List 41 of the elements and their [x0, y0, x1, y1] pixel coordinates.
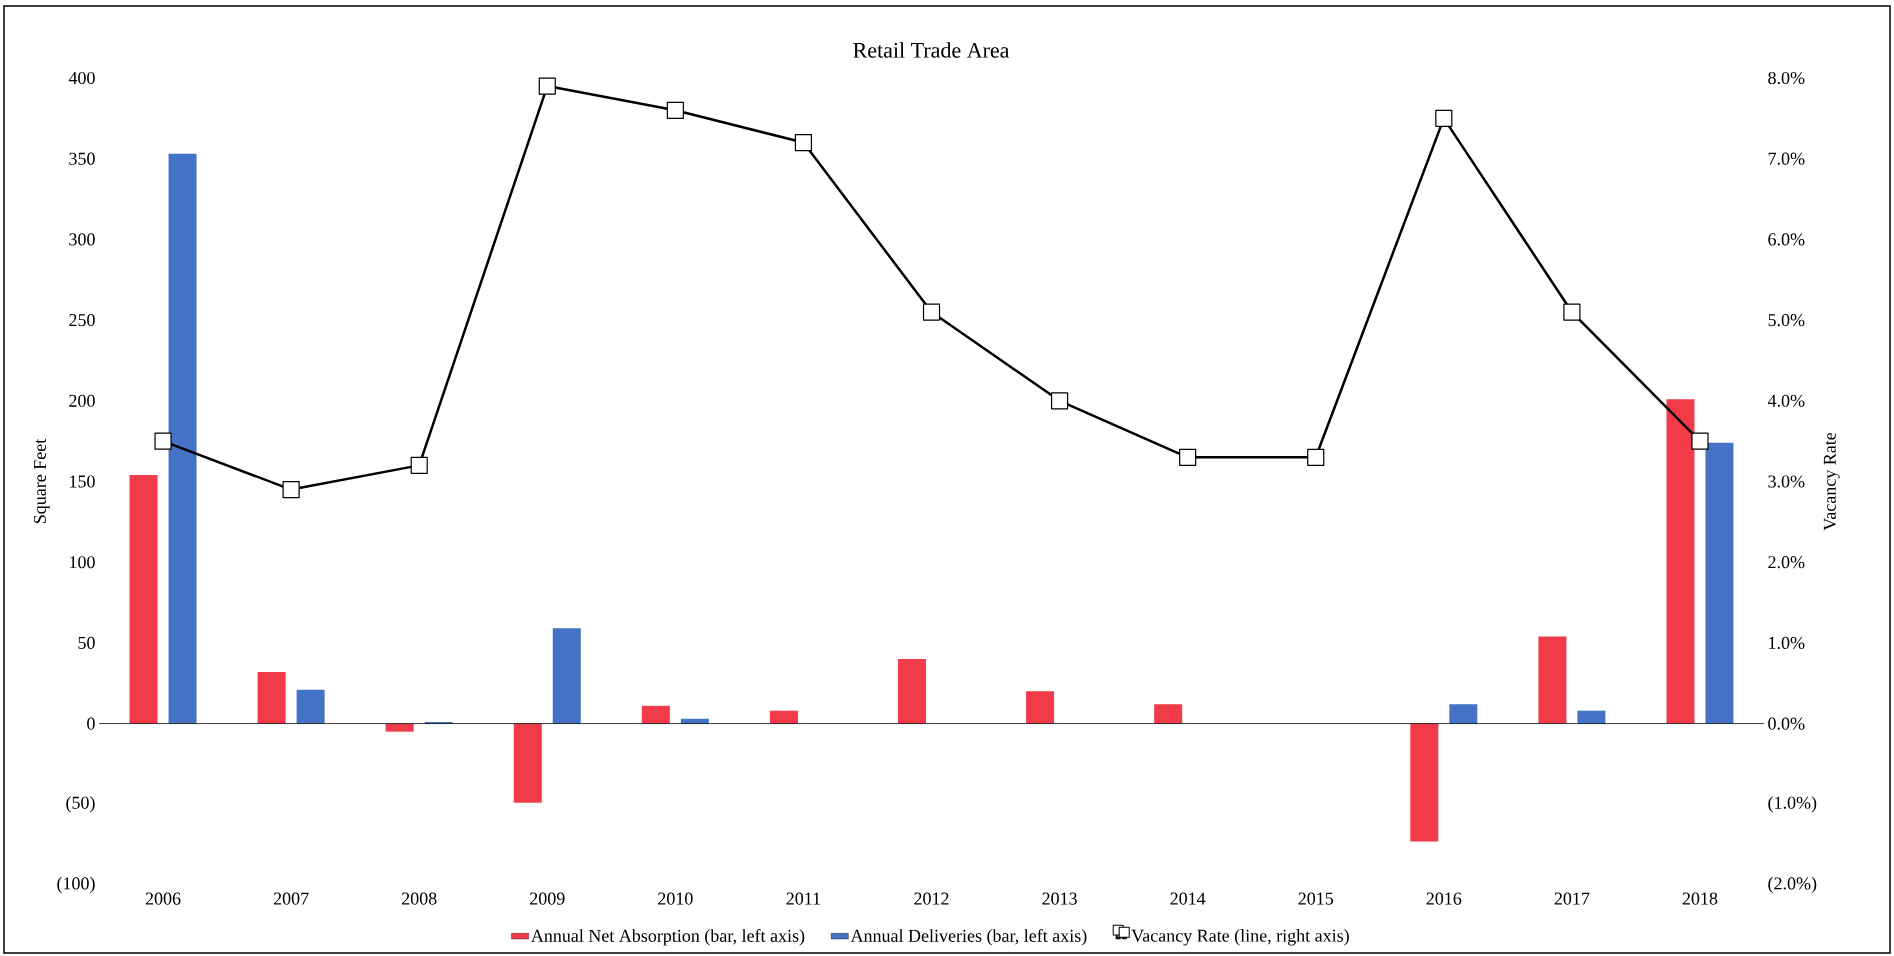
y2-tick-label: 3.0% — [1768, 475, 1805, 488]
y2-tick-label: 6.0% — [1768, 233, 1805, 246]
x-tick-label: 2012 — [914, 892, 949, 905]
y-axis-title: Square Feet — [33, 438, 50, 524]
legend-label: Annual Net Absorption (bar, left axis) — [531, 929, 805, 946]
y2-tick-label: 8.0% — [1768, 71, 1805, 85]
x-tick-label: 2016 — [1426, 892, 1462, 905]
y-tick-label: (100) — [57, 876, 95, 894]
y-tick-label: 100 — [70, 556, 95, 569]
y2-tick-label: 4.0% — [1767, 394, 1805, 407]
y-tick-label: 50 — [78, 636, 95, 649]
y-tick-label: 300 — [69, 233, 95, 246]
x-tick-label: 2008 — [401, 892, 437, 905]
y2-tick-label: (1.0%) — [1768, 796, 1817, 813]
x-tick-label: 2018 — [1682, 892, 1718, 905]
x-tick-label: 2010 — [658, 892, 693, 905]
x-tick-label: 2017 — [1554, 892, 1590, 905]
y-tick-label: (50) — [66, 796, 95, 813]
x-tick-label: 2014 — [1170, 892, 1206, 905]
y-tick-label: 0 — [87, 717, 95, 730]
y-tick-label: 350 — [69, 152, 95, 165]
y2-tick-label: 2.0% — [1768, 556, 1805, 569]
x-tick-label: 2011 — [786, 892, 821, 905]
x-tick-label: 2006 — [145, 892, 181, 905]
y-tick-label: 250 — [69, 314, 95, 327]
y-tick-label: 200 — [69, 394, 95, 407]
legend-label: Vacancy Rate (line, right axis) — [1131, 929, 1349, 946]
x-tick-label: 2009 — [530, 892, 565, 905]
y2-tick-label: 7.0% — [1768, 152, 1805, 165]
y2-tick-label: 0.0% — [1768, 717, 1805, 730]
y2-tick-label: 5.0% — [1768, 313, 1805, 327]
y-tick-label: 150 — [70, 475, 95, 488]
chart-title: Retail Trade Area — [853, 42, 1010, 58]
y-tick-label: 400 — [68, 71, 95, 85]
y2-tick-label: 1.0% — [1769, 636, 1805, 650]
x-tick-label: 2015 — [1298, 892, 1334, 905]
legend-label: Annual Deliveries (bar, left axis) — [850, 929, 1087, 946]
y2-tick-label: (2.0%) — [1768, 876, 1817, 894]
x-tick-label: 2013 — [1042, 892, 1077, 905]
y2-axis-title: Vacancy Rate — [1823, 432, 1840, 531]
x-tick-label: 2007 — [273, 892, 309, 905]
